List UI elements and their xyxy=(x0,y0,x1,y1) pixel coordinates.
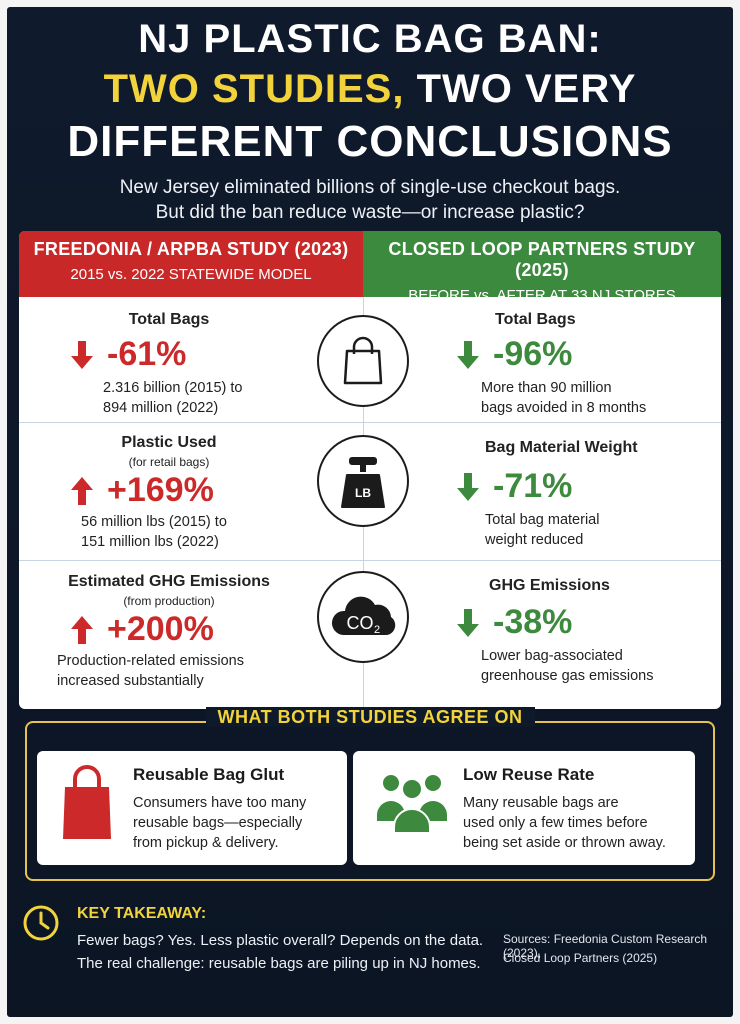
right-row-label: GHG Emissions xyxy=(489,577,610,594)
card-desc: Consumers have too many reusable bags—es… xyxy=(133,795,307,851)
right-study-subtitle: BEFORE vs. AFTER AT 33 NJ STORES xyxy=(408,287,676,304)
intro-line-2: But did the ban reduce waste—or increase… xyxy=(155,202,585,223)
right-row-change: -96% xyxy=(457,335,709,374)
left-row-note: (for retail bags) xyxy=(128,455,210,469)
sources-line-2: Closed Loop Partners (2025) xyxy=(503,951,658,965)
left-row-change: +200% xyxy=(71,610,319,649)
title-line-3: DIFFERENT CONCLUSIONS xyxy=(67,117,673,166)
co2-label: CO xyxy=(347,613,374,633)
sources-line-1: Sources: Freedonia Custom Research (2023… xyxy=(503,932,708,960)
key-takeaway-line-1: Fewer bags? Yes. Less plastic overall? D… xyxy=(77,932,484,949)
left-row-label: Plastic Used xyxy=(121,434,217,451)
right-row-label: Bag Material Weight xyxy=(485,439,638,456)
title-line-2-rest: TWO VERY xyxy=(416,67,637,111)
co2-cloud-icon: CO 2 xyxy=(317,571,409,663)
arrow-down-icon xyxy=(457,340,479,369)
left-row-ghg: Estimated GHG Emissions (from production… xyxy=(19,573,319,691)
arrow-up-icon xyxy=(71,615,93,644)
left-row-change: -61% xyxy=(71,335,319,374)
right-row-change: -38% xyxy=(457,603,709,642)
left-row-desc: 2.316 billion (2015) to 894 million (202… xyxy=(103,380,243,416)
right-row-change: -71% xyxy=(457,467,709,506)
card-desc: Many reusable bags are used only a few t… xyxy=(463,795,666,851)
arrow-down-icon xyxy=(457,472,479,501)
left-study-subtitle: 2015 vs. 2022 STATEWIDE MODEL xyxy=(70,266,312,283)
left-row-change: +169% xyxy=(71,471,319,510)
title-highlight: TWO STUDIES, xyxy=(103,67,405,111)
intro-line-1: New Jersey eliminated billions of single… xyxy=(119,177,621,198)
card-low-reuse-rate: Low Reuse Rate Many reusable bags are us… xyxy=(353,751,695,865)
left-row-note: (from production) xyxy=(123,594,215,608)
clock-icon xyxy=(23,905,59,941)
right-study-header: CLOSED LOOP PARTNERS STUDY (2025) BEFORE… xyxy=(363,231,721,304)
row-divider xyxy=(19,422,721,423)
left-study-title: FREEDONIA / ARPBA STUDY (2023) xyxy=(33,239,349,259)
right-row-material-weight: Bag Material Weight -71% Total bag mater… xyxy=(439,439,709,550)
tote-bag-icon xyxy=(63,765,111,839)
arrow-down-icon xyxy=(457,608,479,637)
card-title: Reusable Bag Glut xyxy=(133,765,285,784)
weight-scale-icon: LB xyxy=(317,435,409,527)
row-divider xyxy=(19,560,721,561)
left-row-desc: 56 million lbs (2015) to 151 million lbs… xyxy=(81,514,227,550)
key-takeaway-title: KEY TAKEAWAY: xyxy=(77,905,207,922)
right-row-label: Total Bags xyxy=(495,311,576,328)
left-row-plastic-used: Plastic Used (for retail bags) +169% 56 … xyxy=(19,434,319,552)
arrow-up-icon xyxy=(71,476,93,505)
left-row-desc: Production-related emissions increased s… xyxy=(57,653,244,689)
card-reusable-bag-glut: Reusable Bag Glut Consumers have too man… xyxy=(37,751,347,865)
scale-label: LB xyxy=(355,486,371,500)
title-line-2: TWO STUDIES, TWO VERY xyxy=(7,67,733,112)
right-row-ghg: GHG Emissions -38% Lower bag-associated … xyxy=(439,577,709,686)
left-row-total-bags: Total Bags -61% 2.316 billion (2015) to … xyxy=(19,311,319,418)
key-takeaway-line-2: The real challenge: reusable bags are pi… xyxy=(77,955,481,972)
left-study-header: FREEDONIA / ARPBA STUDY (2023) 2015 vs. … xyxy=(19,231,363,297)
co2-subscript: 2 xyxy=(374,624,380,636)
people-group-icon xyxy=(377,775,447,833)
title-line-1: NJ PLASTIC BAG BAN: xyxy=(138,17,602,61)
intro-text: New Jersey eliminated billions of single… xyxy=(7,175,733,225)
arrow-down-icon xyxy=(71,340,93,369)
comparison-table: FREEDONIA / ARPBA STUDY (2023) 2015 vs. … xyxy=(19,231,721,709)
right-row-desc: Lower bag-associated greenhouse gas emis… xyxy=(481,648,654,684)
shopping-bag-icon xyxy=(317,315,409,407)
infographic: NJ PLASTIC BAG BAN: TWO STUDIES, TWO VER… xyxy=(7,7,733,1017)
right-row-total-bags: Total Bags -96% More than 90 million bag… xyxy=(439,311,709,418)
right-row-desc: Total bag material weight reduced xyxy=(485,512,600,548)
right-row-desc: More than 90 million bags avoided in 8 m… xyxy=(481,380,647,416)
left-row-label: Total Bags xyxy=(128,311,210,328)
right-study-title: CLOSED LOOP PARTNERS STUDY (2025) xyxy=(388,239,696,280)
agreement-title: WHAT BOTH STUDIES AGREE ON xyxy=(7,707,733,728)
card-title: Low Reuse Rate xyxy=(463,765,595,784)
left-row-label: Estimated GHG Emissions xyxy=(68,573,270,590)
